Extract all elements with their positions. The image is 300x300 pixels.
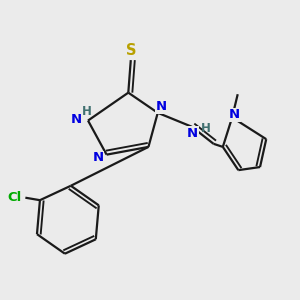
Text: Cl: Cl: [8, 191, 22, 204]
Text: N: N: [187, 127, 198, 140]
Text: N: N: [92, 151, 104, 164]
Text: H: H: [82, 105, 92, 119]
Text: N: N: [155, 100, 167, 113]
Text: N: N: [229, 109, 240, 122]
Text: H: H: [201, 122, 211, 135]
Text: N: N: [71, 112, 82, 125]
Text: S: S: [125, 43, 136, 58]
